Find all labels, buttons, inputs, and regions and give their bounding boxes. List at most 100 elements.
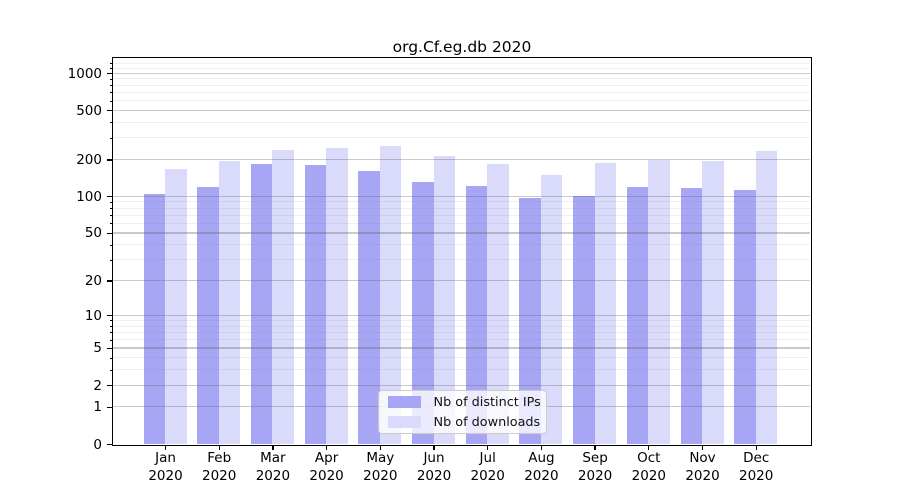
x-tick-mark [701, 445, 704, 450]
gridline-minor [113, 259, 811, 261]
y-tick-mark [106, 280, 113, 282]
gridline-minor [113, 244, 811, 246]
y-tick-label: 5 [93, 340, 102, 357]
x-tick-mark [540, 445, 543, 450]
y-minor-tick-mark [110, 259, 113, 261]
gridline-minor [113, 62, 811, 64]
x-tick-label: Apr 2020 [309, 450, 344, 484]
plot-area [112, 57, 812, 446]
bar-distinct-ips [143, 194, 166, 445]
bar-downloads [433, 156, 456, 445]
y-minor-tick-mark [110, 201, 113, 203]
gridline-major [113, 347, 811, 349]
bar-distinct-ips [197, 186, 219, 445]
bar-distinct-ips [412, 181, 434, 445]
legend-label: Nb of distinct IPs [433, 394, 541, 410]
y-minor-tick-mark [110, 244, 113, 246]
x-tick-label: Jan 2020 [148, 450, 183, 484]
y-minor-tick-mark [110, 68, 113, 70]
bar-distinct-ips [304, 165, 327, 445]
bar-distinct-ips [519, 197, 541, 445]
y-minor-tick-mark [110, 339, 113, 341]
y-minor-tick-mark [110, 122, 113, 124]
legend-swatch-downloads [387, 416, 421, 428]
x-tick-mark [379, 445, 381, 450]
gridline-minor [113, 201, 811, 203]
bar-distinct-ips [465, 186, 488, 445]
bar-downloads [379, 145, 402, 445]
gridline-minor [113, 84, 811, 86]
gridline-minor [113, 67, 811, 69]
bar-downloads [540, 175, 563, 445]
bar-distinct-ips [626, 187, 649, 445]
gridline-major [113, 280, 811, 282]
gridline-major [113, 314, 811, 316]
y-minor-tick-mark [110, 137, 113, 139]
bar-downloads [648, 160, 670, 445]
y-minor-tick-mark [110, 208, 113, 210]
y-tick-label: 200 [76, 151, 102, 168]
gridline-major [113, 232, 811, 234]
gridline-minor [113, 357, 811, 359]
y-minor-tick-mark [110, 85, 113, 87]
y-tick-mark [106, 232, 113, 235]
gridline-minor [113, 339, 811, 341]
x-tick-mark [755, 445, 757, 450]
y-tick-mark [106, 347, 113, 349]
gridline-minor [113, 78, 811, 80]
legend-item: Nb of downloads [387, 414, 546, 431]
y-tick-label: 100 [76, 188, 102, 205]
y-minor-tick-mark [110, 78, 113, 80]
gridline-major [113, 384, 811, 386]
x-tick-mark [325, 445, 328, 450]
y-tick-mark [106, 110, 113, 112]
y-minor-tick-mark [110, 100, 113, 102]
gridline-minor [113, 100, 811, 102]
y-tick-label: 2 [93, 377, 102, 394]
bar-downloads [487, 163, 509, 445]
gridline-minor [113, 137, 811, 139]
gridline-minor [113, 331, 811, 333]
y-minor-tick-mark [110, 215, 113, 217]
y-tick-mark [106, 384, 113, 387]
bar-downloads [165, 169, 187, 445]
gridline-major [113, 109, 811, 111]
bar-downloads [594, 162, 617, 445]
gridline-minor [113, 121, 811, 123]
y-tick-mark [106, 72, 113, 75]
x-tick-label: May 2020 [363, 450, 398, 484]
y-tick-label: 0 [93, 436, 102, 453]
y-minor-tick-mark [110, 223, 113, 225]
x-tick-label: Nov 2020 [685, 450, 720, 484]
x-tick-mark [487, 445, 489, 450]
bar-distinct-ips [573, 195, 595, 445]
y-tick-label: 20 [84, 273, 102, 290]
gridline-minor [113, 207, 811, 209]
gridline-minor [113, 369, 811, 371]
bar-downloads [218, 161, 241, 445]
x-tick-mark [648, 445, 650, 450]
y-minor-tick-mark [110, 63, 113, 65]
bar-downloads [272, 150, 294, 445]
y-tick-label: 50 [84, 225, 102, 242]
bar-distinct-ips [358, 171, 380, 445]
y-tick-mark [106, 315, 113, 317]
legend-label: Nb of downloads [433, 414, 541, 430]
gridline-major [113, 195, 811, 197]
x-tick-mark [164, 445, 167, 450]
y-minor-tick-mark [110, 357, 113, 359]
y-tick-mark [106, 159, 113, 161]
gridline-major [113, 72, 811, 74]
bar-distinct-ips [734, 190, 756, 445]
x-tick-mark [433, 445, 435, 450]
x-tick-label: Jul 2020 [470, 450, 505, 484]
bar-downloads [326, 147, 348, 445]
y-tick-mark [106, 196, 113, 198]
bar-downloads [755, 150, 778, 445]
x-tick-label: Jun 2020 [416, 450, 452, 484]
y-tick-label: 1 [93, 399, 102, 416]
x-tick-label: Aug 2020 [524, 450, 559, 484]
gridline-minor [113, 91, 811, 93]
y-minor-tick-mark [110, 326, 113, 328]
